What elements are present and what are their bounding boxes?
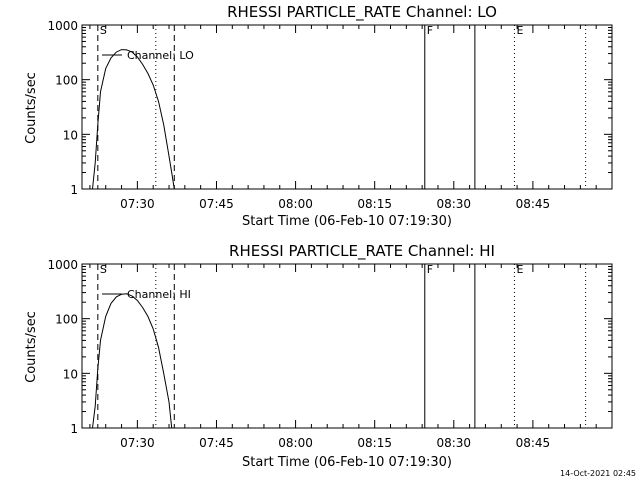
lo-plot-frame (81, 24, 613, 190)
lo-y-tick-label: 10 (63, 128, 78, 142)
hi-y-tick-label: 1 (70, 422, 78, 436)
lo-y-tick-label: 1 (70, 183, 78, 197)
lo-y-tick-label: 100 (55, 74, 78, 88)
lo-x-tick-label: 07:30 (120, 197, 155, 211)
lo-y-axis-label: Counts/sec (24, 72, 39, 144)
hi-y-tick-label: 10 (63, 367, 78, 381)
lo-y-tick-label: 1000 (47, 19, 78, 33)
hi-marker-label: E (516, 263, 523, 276)
lo-series-line (92, 49, 175, 190)
hi-x-tick-label: 07:45 (199, 436, 234, 450)
lo-marker-label: S (100, 24, 107, 37)
hi-legend-label: Channel: HI (127, 288, 191, 301)
hi-x-tick-label: 08:00 (278, 436, 313, 450)
lo-channel-panel: RHESSI PARTICLE_RATE Channel: LO Counts/… (24, 3, 613, 229)
hi-channel-panel: RHESSI PARTICLE_RATE Channel: HI Counts/… (24, 242, 613, 470)
hi-panel-title: RHESSI PARTICLE_RATE Channel: HI (229, 242, 495, 261)
hi-x-axis-label: Start Time (06-Feb-10 07:19:30) (242, 455, 452, 470)
hi-x-tick-label: 07:30 (120, 436, 155, 450)
lo-x-tick-label: 08:00 (278, 197, 313, 211)
hi-marker-label: S (100, 263, 107, 276)
lo-panel-title: RHESSI PARTICLE_RATE Channel: LO (227, 3, 497, 22)
hi-y-tick-label: 1000 (47, 258, 78, 272)
lo-x-tick-label: 08:45 (516, 197, 551, 211)
lo-x-tick-label: 08:30 (436, 197, 471, 211)
lo-legend-label: Channel: LO (127, 49, 194, 62)
generated-timestamp: 14-Oct-2021 02:45 (560, 469, 636, 478)
lo-x-axis-label: Start Time (06-Feb-10 07:19:30) (242, 214, 452, 229)
hi-marker-label: F (427, 263, 433, 276)
hi-series-line (92, 293, 173, 429)
hi-y-tick-label: 100 (55, 313, 78, 327)
hi-x-tick-label: 08:45 (516, 436, 551, 450)
hi-x-tick-label: 08:30 (436, 436, 471, 450)
lo-x-tick-label: 08:15 (357, 197, 392, 211)
hi-y-axis-label: Counts/sec (24, 311, 39, 383)
hi-x-tick-label: 08:15 (357, 436, 392, 450)
lo-marker-label: F (427, 24, 433, 37)
lo-marker-label: E (516, 24, 523, 37)
lo-x-tick-label: 07:45 (199, 197, 234, 211)
hi-plot-frame (81, 263, 613, 429)
